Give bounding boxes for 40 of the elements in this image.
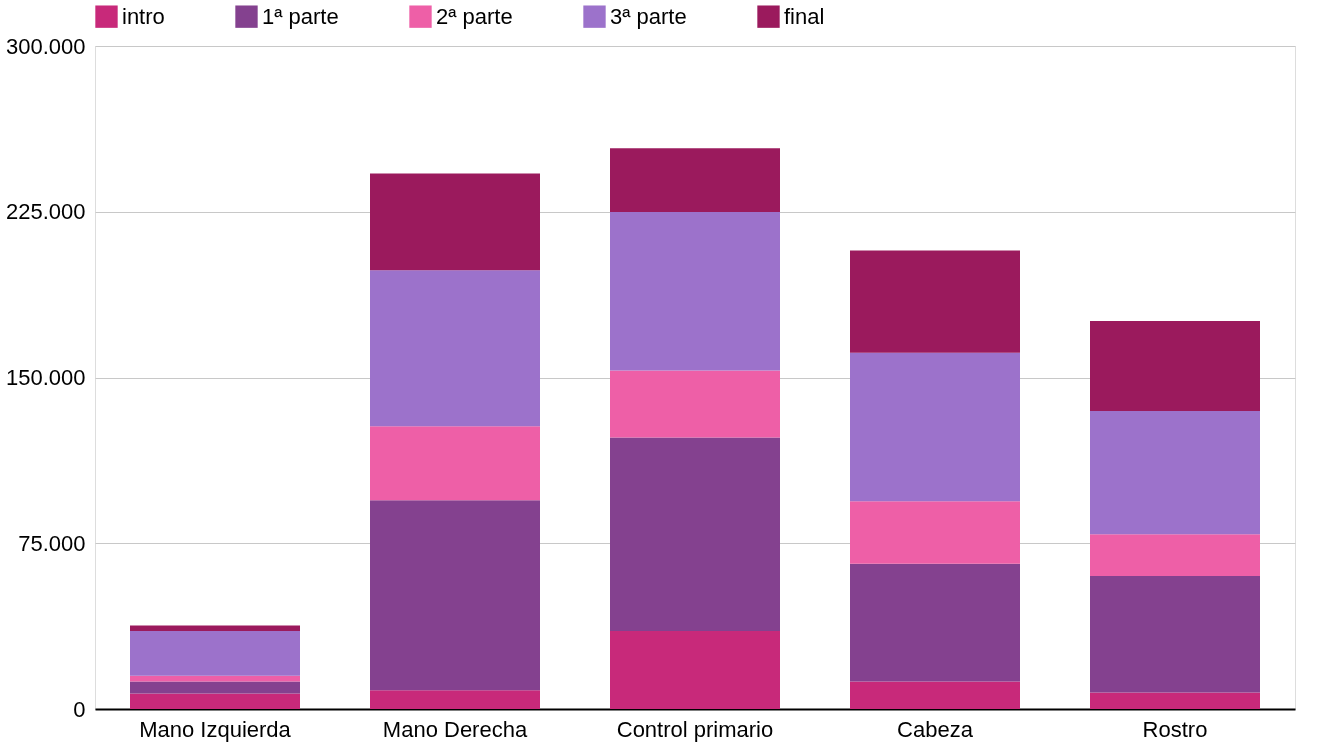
bar xyxy=(850,563,1020,682)
bar xyxy=(850,352,1020,502)
x-tick-label: Mano Izquierda xyxy=(139,716,292,742)
bar xyxy=(370,690,540,709)
bar xyxy=(1090,320,1260,412)
legend-label: final xyxy=(784,3,825,29)
y-tick-label: 0 xyxy=(73,696,86,722)
bar xyxy=(130,681,300,694)
bar xyxy=(370,270,540,427)
bar xyxy=(610,630,780,709)
x-tick-label: Mano Derecha xyxy=(382,716,528,742)
bar xyxy=(370,426,540,501)
bar xyxy=(610,370,780,438)
bar xyxy=(370,173,540,271)
x-tick-label: Cabeza xyxy=(897,716,974,742)
legend-label: 3ª parte xyxy=(610,3,687,29)
bar xyxy=(850,501,1020,564)
bar xyxy=(130,675,300,682)
bar xyxy=(130,630,300,676)
legend-label: 2ª parte xyxy=(436,3,513,29)
bar xyxy=(850,681,1020,709)
bar xyxy=(850,250,1020,353)
legend-label: intro xyxy=(122,3,165,29)
y-tick-label: 225.000 xyxy=(5,199,86,225)
bar xyxy=(1090,534,1260,576)
bar xyxy=(1090,575,1260,693)
y-tick-label: 75.000 xyxy=(18,530,86,556)
bar xyxy=(370,500,540,691)
bar xyxy=(610,211,780,371)
bar xyxy=(610,148,780,212)
x-tick-label: Rostro xyxy=(1142,716,1208,742)
bar xyxy=(610,437,780,631)
y-tick-label: 150.000 xyxy=(5,365,86,390)
x-tick-label: Control primario xyxy=(616,716,774,742)
bar xyxy=(130,625,300,631)
legend-label: 1ª parte xyxy=(262,3,339,29)
bar xyxy=(130,693,300,709)
y-tick-label: 300.000 xyxy=(5,33,86,59)
bar xyxy=(1090,692,1260,709)
bar xyxy=(1090,411,1260,535)
